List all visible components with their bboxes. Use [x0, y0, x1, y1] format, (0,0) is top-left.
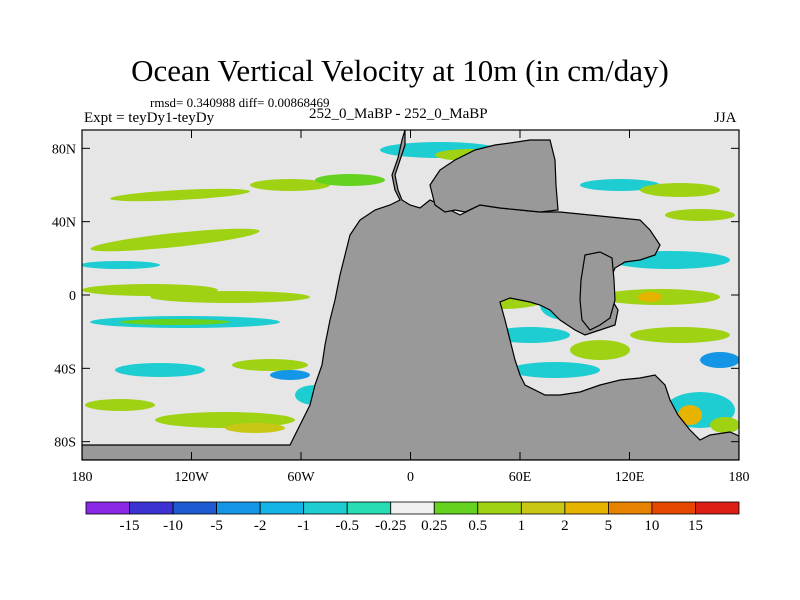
field-patch: [115, 363, 205, 377]
colorbar-label: -0.25: [375, 518, 406, 534]
field-patch: [710, 417, 739, 433]
colorbar-swatch: [129, 501, 174, 515]
field-patch: [638, 292, 662, 302]
colorbar-swatch: [390, 501, 435, 515]
field-patch: [110, 188, 250, 202]
field-patch: [270, 370, 310, 380]
field-patch: [90, 228, 260, 252]
map-axes: 180 120W 60W 0 60E 120E 180 80N 40N 0 40S 80S: [52, 129, 750, 485]
run-label: 252_0_MaBP - 252_0_MaBP: [309, 106, 488, 122]
field-patch: [250, 179, 330, 191]
colorbar-label: -5: [210, 518, 223, 534]
field-patch: [120, 319, 230, 325]
colorbar-swatch: [259, 501, 305, 515]
x-tick-label: 60E: [509, 470, 532, 485]
colorbar-swatch: [695, 501, 740, 515]
colorbar-label: -10: [163, 518, 183, 534]
colorbar-label: 10: [644, 518, 659, 534]
x-tick-label: 180: [72, 470, 93, 485]
y-tick-label: 0: [69, 289, 76, 304]
y-tick-label: 80N: [52, 142, 76, 157]
colorbar-label: 0.5: [468, 518, 487, 534]
x-tick-label: 120E: [615, 470, 645, 485]
colorbar-label: 1: [518, 518, 526, 534]
colorbar-swatch: [303, 501, 348, 515]
colorbar-swatch: [608, 501, 653, 515]
field-patch: [630, 327, 730, 343]
field-patch: [315, 174, 385, 186]
land-mass-north: [429, 139, 559, 213]
field-patch: [150, 291, 310, 303]
colorbar-label: 0.25: [421, 518, 447, 534]
colorbar-label: 15: [688, 518, 703, 534]
colorbar-label: 2: [561, 518, 569, 534]
x-tick-label: 60W: [287, 470, 315, 485]
land-mass-cimmeria: [579, 251, 616, 331]
x-tick-label: 120W: [174, 470, 209, 485]
y-tick-label: 40S: [54, 362, 76, 377]
season-label: JJA: [714, 110, 737, 126]
colorbar-swatch: [520, 501, 566, 515]
colorbar-swatch: [85, 501, 130, 515]
colorbar-swatch: [651, 501, 696, 515]
field-patch: [570, 340, 630, 360]
colorbar-label: -0.5: [335, 518, 359, 534]
field-patch: [700, 352, 739, 368]
colorbar-swatch: [346, 501, 392, 515]
x-tick-label: 0: [407, 470, 414, 485]
field-patch: [580, 179, 660, 191]
colorbar-swatch: [172, 501, 217, 515]
field-patch: [85, 399, 155, 411]
colorbar-label: -15: [120, 518, 140, 534]
x-tick-label: 180: [729, 470, 750, 485]
colorbar-swatch: [433, 501, 479, 515]
colorbar-label: -2: [254, 518, 267, 534]
colorbar-swatch: [564, 501, 609, 515]
colorbar-swatch: [216, 501, 261, 515]
y-tick-label: 40N: [52, 216, 76, 231]
field-patch: [665, 209, 735, 221]
stats-line: rmsd= 0.340988 diff= 0.00868469: [150, 95, 330, 110]
experiment-label: Expt = teyDy1-teyDy: [84, 110, 215, 126]
field-patch: [510, 362, 600, 378]
field-patch: [640, 183, 720, 197]
field-patch: [225, 423, 285, 433]
colorbar-label: -1: [297, 518, 310, 534]
colorbar-swatch: [477, 501, 522, 515]
colorbar-label: 5: [605, 518, 613, 534]
y-tick-label: 80S: [54, 436, 76, 451]
field-patch: [678, 405, 702, 425]
colorbar: -15 -10 -5 -2 -1 -0.5 -0.25 0.25 0.5 1 2 5 10 15: [85, 501, 740, 534]
plot-title: Ocean Vertical Velocity at 10m (in cm/da…: [131, 53, 669, 88]
field-patch: [232, 359, 308, 371]
field-patch: [82, 261, 160, 269]
